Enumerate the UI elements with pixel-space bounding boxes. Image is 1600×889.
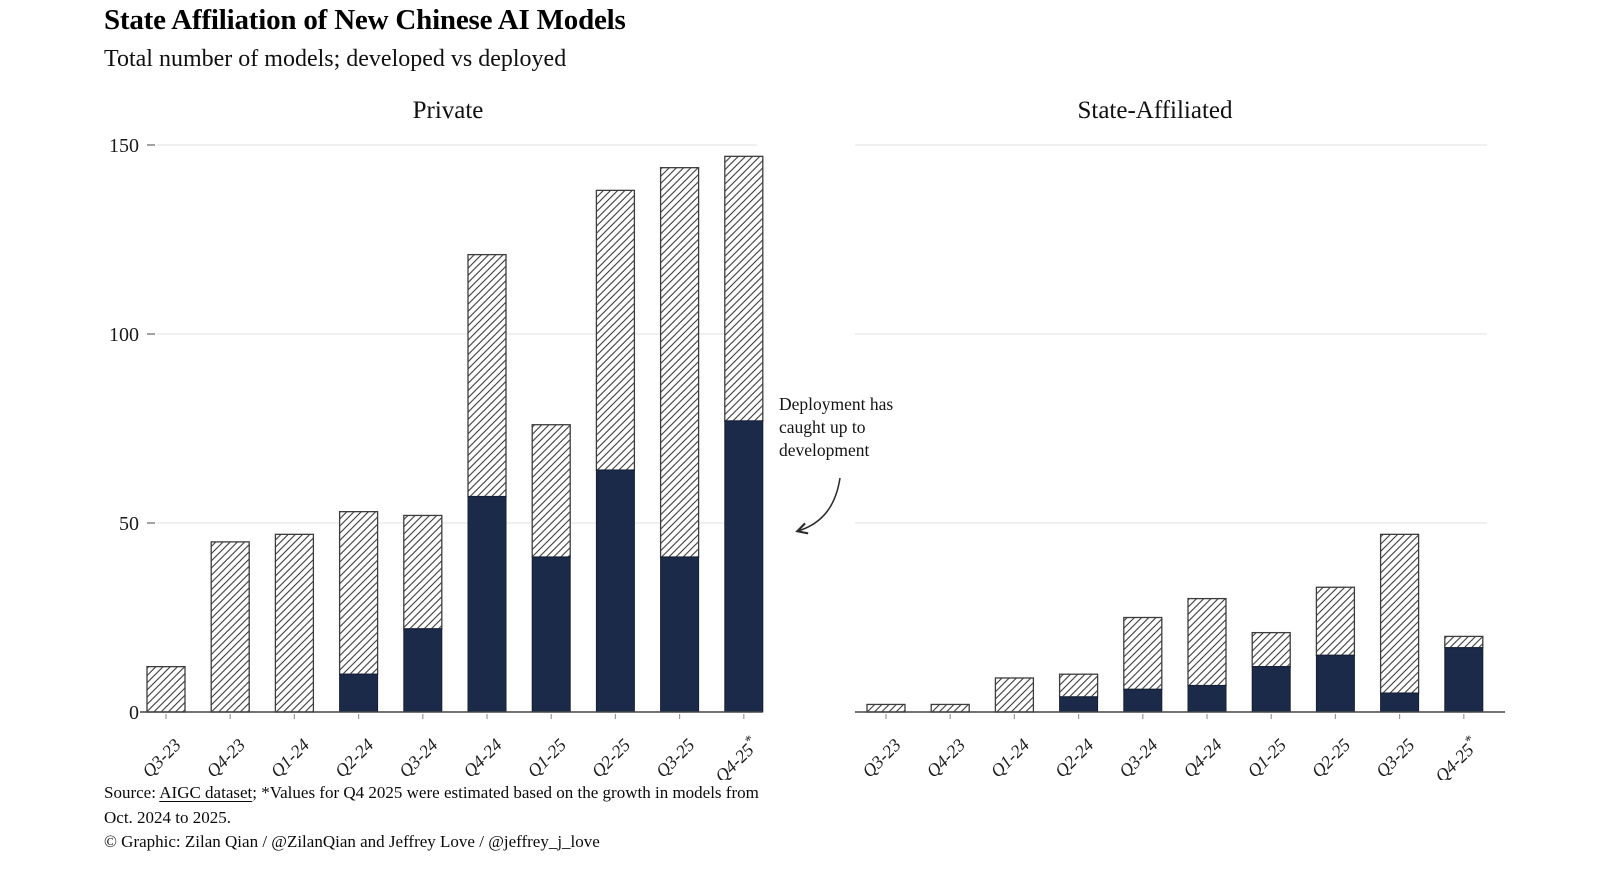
x-tick-label: Q1-25 <box>1243 735 1290 780</box>
bar-developed-Q1-24 <box>274 533 315 713</box>
bar-developed-Q3-23 <box>866 703 906 713</box>
x-tick-label: Q2-25 <box>1308 735 1355 780</box>
x-tick-label: Q3-23 <box>138 735 185 780</box>
x-tick-label: Q4-25* <box>710 733 763 780</box>
chart-subtitle: Total number of models; developed vs dep… <box>104 46 567 72</box>
x-tick-label: Q4-23 <box>922 735 969 780</box>
bar-deployed-Q4-24 <box>467 496 507 713</box>
source-line: Source: AIGC dataset; *Values for Q4 202… <box>104 781 759 806</box>
bar-deployed-Q4-25* <box>724 420 764 713</box>
bar-deployed-Q1-25 <box>531 556 571 713</box>
source-dataset-link[interactable]: AIGC dataset <box>159 783 253 802</box>
chart-title: State Affiliation of New Chinese AI Mode… <box>104 4 626 36</box>
x-tick-label: Q3-24 <box>1115 735 1162 780</box>
x-tick-label: Q2-25 <box>588 735 635 780</box>
y-tick-label: 50 <box>119 513 139 535</box>
arrow-curve <box>795 477 841 535</box>
bar-developed-Q1-25 <box>1251 631 1291 668</box>
panel-title-state: State-Affiliated <box>1077 97 1233 124</box>
source-line-2: Oct. 2024 to 2025. <box>104 807 232 827</box>
bar-deployed-Q1-25 <box>1251 666 1291 713</box>
bar-developed-Q2-25 <box>1315 586 1356 656</box>
annotation-line: development <box>779 440 870 460</box>
bar-developed-Q2-24 <box>338 511 379 675</box>
bar-developed-Q3-23 <box>146 665 186 713</box>
bar-deployed-Q4-24 <box>1187 685 1227 713</box>
source-suffix: ; *Values for Q4 2025 were estimated bas… <box>252 783 759 802</box>
annotation-arrow <box>795 477 841 535</box>
bar-developed-Q4-25* <box>1444 635 1484 649</box>
private-panel-chart: Q3-23 Q4-23 Q1-24 Q2-24 Q3-24 Q4-24 Q1-25 Q2-25… <box>109 135 764 780</box>
annotation-text: Deployment has caught up to development <box>779 393 893 462</box>
bar-developed-Q4-25* <box>724 155 764 422</box>
panel-title-private: Private <box>412 97 484 124</box>
x-tick-label: Q4-24 <box>1179 735 1226 780</box>
bar-developed-Q4-24 <box>467 253 507 498</box>
x-tick-label: Q2-24 <box>1051 735 1098 780</box>
bar-deployed-Q2-25 <box>1315 654 1355 713</box>
x-tick-label: Q4-23 <box>202 735 249 780</box>
bar-developed-Q2-25 <box>595 189 636 471</box>
bar-developed-Q4-23 <box>930 703 970 713</box>
bar-deployed-Q3-24 <box>1123 688 1163 713</box>
bar-developed-Q1-25 <box>531 424 571 558</box>
credit-line: © Graphic: Zilan Qian / @ZilanQian and J… <box>104 832 600 851</box>
x-tick-label: Q3-23 <box>858 735 905 780</box>
state-panel-chart: Q3-23 Q4-23 Q1-24 Q2-24 Q3-24 Q4-24 Q1-25 Q2-25… <box>855 144 1505 780</box>
x-tick-label: Q1-25 <box>523 735 570 780</box>
annotation-line: caught up to <box>779 417 866 437</box>
x-tick-label: Q1-24 <box>987 735 1034 780</box>
x-tick-label: Q3-25 <box>652 735 699 780</box>
y-tick-label: 150 <box>109 135 139 157</box>
bar-developed-Q4-24 <box>1187 597 1227 687</box>
bar-deployed-Q3-24 <box>403 628 443 713</box>
bar-deployed-Q3-25 <box>660 556 700 713</box>
bar-developed-Q3-25 <box>1379 533 1420 694</box>
annotation-line: Deployment has <box>779 394 894 414</box>
bar-developed-Q3-24 <box>403 514 443 630</box>
bar-developed-Q3-25 <box>659 167 700 558</box>
x-tick-label: Q4-25* <box>1430 733 1483 780</box>
bar-deployed-Q2-24 <box>1059 696 1099 713</box>
y-tick-label: 100 <box>109 324 139 346</box>
y-tick-label: 0 <box>129 702 139 724</box>
bar-developed-Q4-23 <box>210 541 250 713</box>
x-tick-label: Q3-24 <box>395 735 442 780</box>
x-tick-label: Q1-24 <box>267 735 314 780</box>
source-prefix: Source: <box>104 783 160 802</box>
x-tick-label: Q2-24 <box>331 735 378 780</box>
bar-developed-Q1-24 <box>994 677 1035 713</box>
bar-developed-Q3-24 <box>1123 616 1163 690</box>
footer: Source: AIGC dataset; *Values for Q4 202… <box>104 781 759 855</box>
x-tick-label: Q4-24 <box>459 735 506 780</box>
bar-deployed-Q3-25 <box>1380 692 1420 713</box>
bar-deployed-Q2-25 <box>595 469 635 713</box>
bar-developed-Q2-24 <box>1058 673 1099 698</box>
bar-deployed-Q4-25* <box>1444 647 1484 713</box>
x-tick-label: Q3-25 <box>1372 735 1419 780</box>
bar-deployed-Q2-24 <box>339 673 379 713</box>
